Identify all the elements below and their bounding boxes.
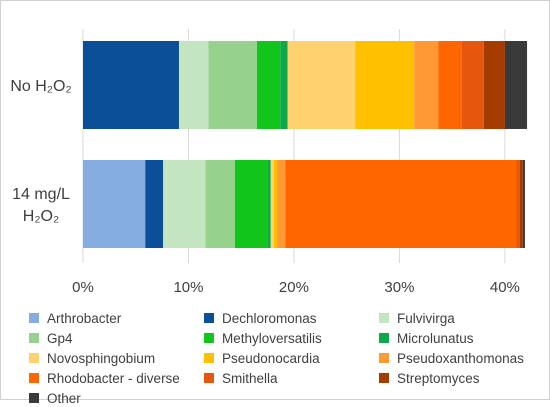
x-tick-label: 20% xyxy=(279,279,309,296)
legend-swatch xyxy=(29,373,39,383)
bar-segment xyxy=(273,160,278,248)
legend-item: Other xyxy=(29,389,204,407)
legend-item: Dechloromonas xyxy=(204,309,379,327)
legend-swatch xyxy=(379,333,389,343)
x-tick-label: 40% xyxy=(490,279,520,296)
legend-item: Smithella xyxy=(204,369,379,387)
category-label: No H₂O₂ xyxy=(10,78,71,95)
bar-segment xyxy=(285,160,517,248)
category-labels: No H₂O₂ 14 mg/L H₂O₂ xyxy=(10,78,71,225)
legend-swatch xyxy=(204,373,214,383)
x-tick-labels: 0% 10% 20% 30% 40% xyxy=(72,279,520,296)
bar-segment xyxy=(522,160,525,248)
legend-item: Methyloversatilis xyxy=(204,329,379,347)
legend-item: Pseudoxanthomonas xyxy=(379,349,549,367)
legend-item: Streptomyces xyxy=(379,369,549,387)
legend-label: Fulvivirga xyxy=(397,310,455,326)
legend-swatch xyxy=(204,313,214,323)
x-tick-label: 30% xyxy=(384,279,414,296)
legend-label: Arthrobacter xyxy=(47,310,122,326)
legend-swatch xyxy=(379,313,389,323)
legend-swatch xyxy=(379,373,389,383)
legend-label: Microlunatus xyxy=(397,330,474,346)
legend-swatch xyxy=(29,353,39,363)
legend-swatch xyxy=(29,333,39,343)
bar-segment xyxy=(516,160,520,248)
legend: Arthrobacter Dechloromonas Fulvivirga Gp4 Me… xyxy=(29,309,549,407)
legend-label: Dechloromonas xyxy=(222,310,317,326)
bar-segment xyxy=(208,41,258,129)
bar-segment xyxy=(83,41,179,129)
bar-segment xyxy=(280,41,288,129)
bar-segments xyxy=(83,41,528,248)
bar-segment xyxy=(414,41,439,129)
legend-swatch xyxy=(379,353,389,363)
bar-segment xyxy=(355,41,415,129)
bar-segment xyxy=(519,160,523,248)
legend-label: Pseudonocardia xyxy=(222,350,320,366)
bar-segment xyxy=(178,41,209,129)
legend-label: Smithella xyxy=(222,370,278,386)
legend-item: Pseudonocardia xyxy=(204,349,379,367)
category-label: H₂O₂ xyxy=(23,208,59,225)
x-tick-label: 10% xyxy=(173,279,203,296)
legend-label: Streptomyces xyxy=(397,370,480,386)
bar-segment xyxy=(277,160,286,248)
x-tick-label: 0% xyxy=(72,279,94,296)
legend-label: Pseudoxanthomonas xyxy=(397,350,524,366)
bar-segment xyxy=(461,41,484,129)
bar-segment xyxy=(438,41,462,129)
legend-item: Fulvivirga xyxy=(379,309,549,327)
legend-item: Arthrobacter xyxy=(29,309,204,327)
bar-segment xyxy=(504,41,528,129)
bar-segment xyxy=(257,41,281,129)
bar-segment xyxy=(234,160,268,248)
bar-segment xyxy=(270,160,274,248)
legend-item: Rhodobacter - diverse xyxy=(29,369,204,387)
legend-label: Methyloversatilis xyxy=(222,330,322,346)
legend-item: Gp4 xyxy=(29,329,204,347)
bar-segment xyxy=(163,160,206,248)
legend-label: Novosphingobium xyxy=(47,350,156,366)
legend-swatch xyxy=(204,333,214,343)
legend-swatch xyxy=(29,393,39,403)
bar-segment xyxy=(483,41,505,129)
bar-segment xyxy=(83,160,146,248)
legend-item: Novosphingobium xyxy=(29,349,204,367)
bar-segment xyxy=(287,41,356,129)
legend-label: Gp4 xyxy=(47,330,73,346)
legend-label: Other xyxy=(47,390,81,406)
legend-swatch xyxy=(29,313,39,323)
legend-swatch xyxy=(204,353,214,363)
legend-item: Microlunatus xyxy=(379,329,549,347)
bar-segment xyxy=(145,160,164,248)
bar-segment xyxy=(205,160,235,248)
category-label: 14 mg/L xyxy=(12,186,70,203)
bar-segment xyxy=(267,160,271,248)
stacked-bar-chart: No H₂O₂ 14 mg/L H₂O₂ 0% 10% 20% 30% 40% xyxy=(10,29,528,296)
legend-label: Rhodobacter - diverse xyxy=(47,370,180,386)
